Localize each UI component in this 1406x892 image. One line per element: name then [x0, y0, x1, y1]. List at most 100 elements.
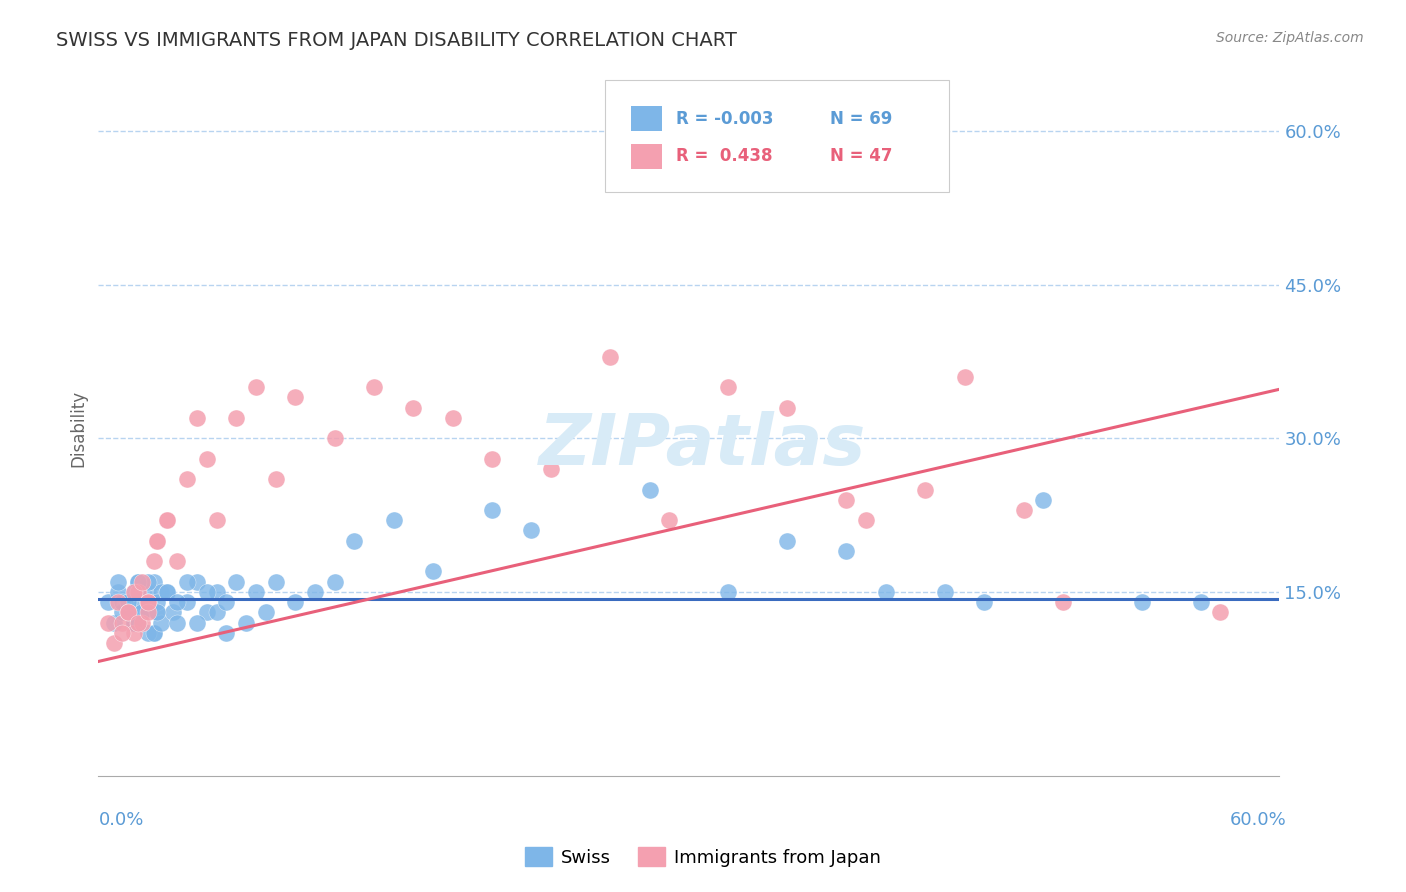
- Point: [97, 615, 120, 630]
- Text: N = 47: N = 47: [830, 147, 891, 165]
- Y-axis label: Disability: Disability: [69, 390, 87, 467]
- Point: [776, 533, 799, 548]
- Point: [1189, 595, 1212, 609]
- Point: [122, 585, 145, 599]
- Point: [117, 605, 139, 619]
- Text: SWISS VS IMMIGRANTS FROM JAPAN DISABILITY CORRELATION CHART: SWISS VS IMMIGRANTS FROM JAPAN DISABILIT…: [56, 31, 737, 50]
- Point: [156, 585, 179, 599]
- Point: [131, 605, 153, 619]
- Text: 0.0%: 0.0%: [98, 811, 143, 829]
- Point: [146, 595, 169, 609]
- Legend: Swiss, Immigrants from Japan: Swiss, Immigrants from Japan: [517, 840, 889, 874]
- Point: [176, 574, 198, 589]
- Point: [520, 524, 543, 538]
- Point: [481, 451, 503, 466]
- Point: [131, 615, 153, 630]
- Point: [638, 483, 661, 497]
- Point: [658, 513, 681, 527]
- Text: 60.0%: 60.0%: [1230, 811, 1286, 829]
- Point: [225, 411, 247, 425]
- Point: [127, 615, 149, 630]
- Point: [195, 605, 218, 619]
- Point: [136, 595, 159, 609]
- Point: [934, 585, 956, 599]
- Point: [855, 513, 877, 527]
- Point: [254, 605, 277, 619]
- Point: [215, 625, 238, 640]
- Point: [111, 625, 134, 640]
- Point: [205, 513, 228, 527]
- Point: [195, 585, 218, 599]
- Point: [146, 533, 169, 548]
- Point: [142, 574, 165, 589]
- Point: [131, 595, 153, 609]
- Point: [103, 636, 125, 650]
- Point: [1209, 605, 1232, 619]
- Point: [131, 574, 153, 589]
- Point: [122, 585, 145, 599]
- Point: [122, 625, 145, 640]
- Point: [117, 595, 139, 609]
- Point: [150, 585, 173, 599]
- Point: [136, 585, 159, 599]
- Point: [323, 574, 346, 589]
- Point: [122, 615, 145, 630]
- Point: [304, 585, 326, 599]
- Point: [717, 380, 740, 394]
- Point: [323, 431, 346, 445]
- Point: [136, 595, 159, 609]
- Text: ZIPatlas: ZIPatlas: [540, 411, 866, 481]
- Point: [284, 391, 307, 405]
- Point: [973, 595, 995, 609]
- Point: [1130, 595, 1153, 609]
- Point: [162, 605, 184, 619]
- Point: [363, 380, 385, 394]
- Point: [146, 605, 169, 619]
- Point: [205, 585, 228, 599]
- Point: [136, 595, 159, 609]
- Point: [142, 554, 165, 568]
- Point: [176, 595, 198, 609]
- Point: [107, 585, 129, 599]
- Point: [245, 585, 267, 599]
- Point: [166, 554, 188, 568]
- Point: [117, 605, 139, 619]
- Point: [111, 605, 134, 619]
- Point: [117, 595, 139, 609]
- Point: [166, 595, 188, 609]
- Point: [156, 585, 179, 599]
- Point: [195, 451, 218, 466]
- Point: [717, 585, 740, 599]
- Point: [156, 513, 179, 527]
- Point: [540, 462, 562, 476]
- Point: [1032, 492, 1054, 507]
- Point: [107, 595, 129, 609]
- Point: [1012, 503, 1035, 517]
- Point: [835, 544, 858, 558]
- Point: [166, 615, 188, 630]
- Point: [953, 370, 976, 384]
- Point: [117, 605, 139, 619]
- Point: [215, 595, 238, 609]
- Point: [176, 472, 198, 486]
- Point: [156, 513, 179, 527]
- Point: [284, 595, 307, 609]
- Point: [111, 615, 134, 630]
- Point: [127, 574, 149, 589]
- Point: [186, 574, 208, 589]
- Point: [122, 615, 145, 630]
- Point: [136, 605, 159, 619]
- Point: [481, 503, 503, 517]
- Point: [599, 350, 621, 364]
- Point: [875, 585, 897, 599]
- Point: [776, 401, 799, 415]
- Point: [235, 615, 257, 630]
- Point: [225, 574, 247, 589]
- Point: [127, 574, 149, 589]
- Point: [186, 411, 208, 425]
- Point: [1052, 595, 1074, 609]
- Point: [402, 401, 425, 415]
- Point: [264, 574, 287, 589]
- Point: [146, 605, 169, 619]
- Point: [422, 565, 444, 579]
